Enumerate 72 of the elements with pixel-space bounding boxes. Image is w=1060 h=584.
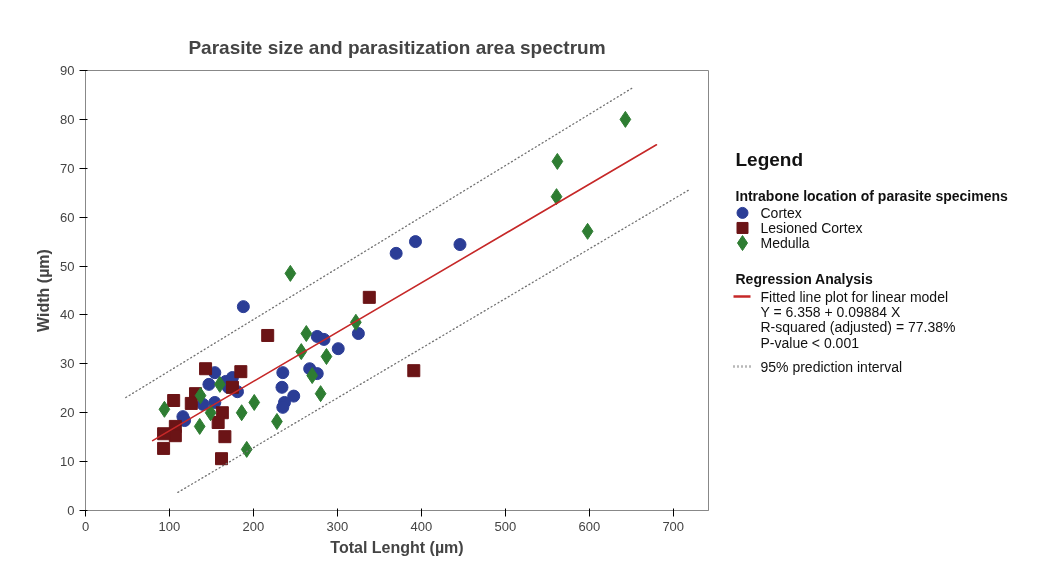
y-tick-label: 60 xyxy=(60,209,75,225)
y-tick-label: 0 xyxy=(67,503,75,518)
point xyxy=(204,404,217,422)
point xyxy=(320,348,333,365)
x-tick-label: 600 xyxy=(578,518,601,534)
point xyxy=(194,387,207,405)
point xyxy=(408,235,422,249)
y-tick-label: 40 xyxy=(60,307,75,323)
text: Intrabone location of parasite specimens xyxy=(735,187,1008,204)
y-tick-label: 10 xyxy=(60,454,75,470)
y-tick-label: 20 xyxy=(60,405,75,421)
point xyxy=(157,441,171,455)
legend-label: 95% prediction interval xyxy=(760,358,903,375)
point xyxy=(193,417,206,435)
x-tick-label: 0 xyxy=(81,518,90,534)
y-tick-label: 80 xyxy=(60,111,75,127)
point xyxy=(331,342,345,356)
y-tick-label: 90 xyxy=(60,63,75,78)
point xyxy=(306,367,319,385)
x-tick-label: 100 xyxy=(158,518,181,534)
point xyxy=(551,152,564,170)
point xyxy=(314,385,327,403)
x-tick-label: 300 xyxy=(326,518,349,534)
legend-title: Legend xyxy=(735,148,804,170)
x-tick-label: 200 xyxy=(242,518,265,534)
point xyxy=(218,430,232,444)
y-tick-label: 30 xyxy=(60,356,75,372)
text: Regression Analysis xyxy=(735,271,873,288)
point xyxy=(158,400,171,418)
point xyxy=(199,362,213,376)
y-axis-title: Width (µm) xyxy=(35,249,53,332)
point xyxy=(300,325,313,343)
point xyxy=(211,416,225,429)
point xyxy=(389,246,403,260)
point xyxy=(619,110,632,128)
x-axis-title: Total Lenght (µm) xyxy=(330,538,464,556)
point xyxy=(202,377,216,391)
text: Y = 6.358 + 0.09884 X xyxy=(760,303,902,320)
legend-label: Lesioned Cortex xyxy=(760,219,863,236)
point xyxy=(453,238,467,252)
point xyxy=(236,300,250,314)
point xyxy=(351,327,365,341)
point xyxy=(184,396,198,410)
point xyxy=(225,380,239,394)
point xyxy=(407,364,421,378)
chart-title: Parasite size and parasitization area spectrum xyxy=(188,37,606,58)
point xyxy=(284,264,297,282)
point xyxy=(261,328,275,342)
point xyxy=(362,290,376,304)
text: P-value < 0.001 xyxy=(760,335,860,352)
x-tick-label: 400 xyxy=(410,518,433,534)
legend-label: Medulla xyxy=(760,235,810,252)
legend-label: Cortex xyxy=(760,204,802,221)
point xyxy=(167,394,181,407)
point xyxy=(276,366,290,380)
point xyxy=(248,393,261,411)
point xyxy=(235,404,248,422)
point xyxy=(275,380,289,394)
point xyxy=(276,400,290,414)
point xyxy=(215,452,229,466)
point xyxy=(550,188,563,206)
y-tick-label: 70 xyxy=(60,160,75,176)
point xyxy=(234,365,248,379)
legend-label: Fitted line plot for linear model xyxy=(760,288,949,305)
x-tick-label: 700 xyxy=(662,518,685,534)
point xyxy=(581,222,594,240)
x-tick-label: 500 xyxy=(494,518,517,534)
point xyxy=(168,429,182,443)
point xyxy=(287,389,301,403)
y-tick-label: 50 xyxy=(60,258,75,274)
point xyxy=(240,440,253,458)
text: R-squared (adjusted) = 77.38% xyxy=(760,319,956,336)
